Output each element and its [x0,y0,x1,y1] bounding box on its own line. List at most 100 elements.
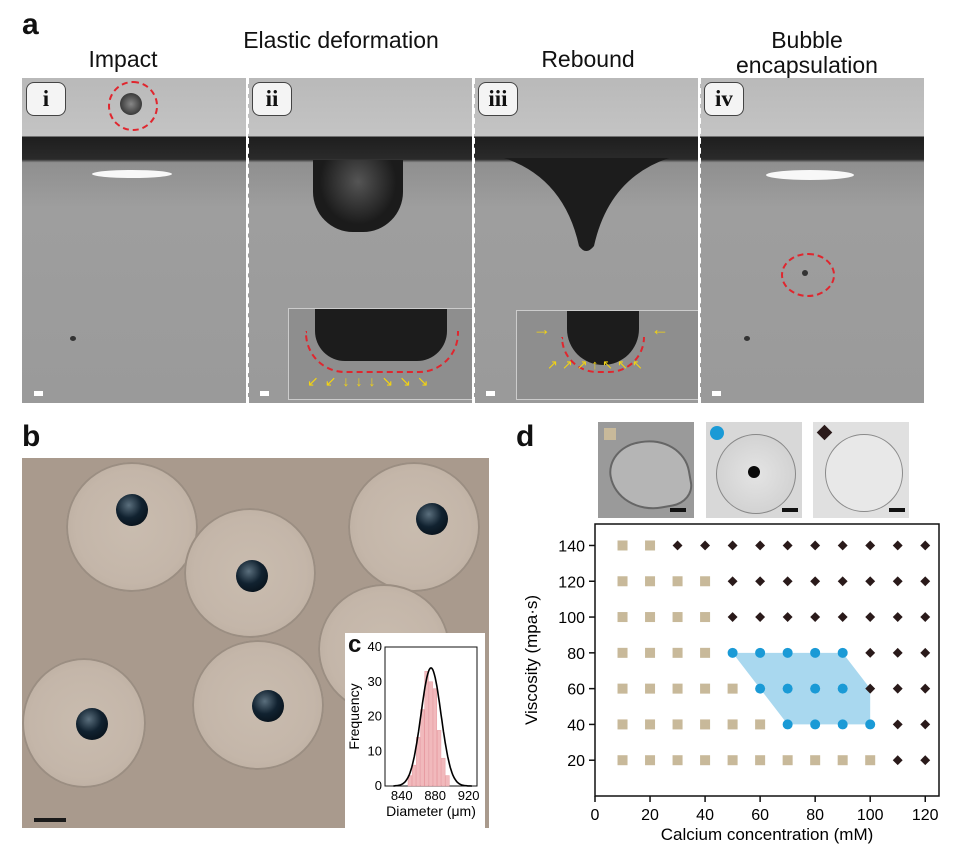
square-point [727,755,738,766]
circle-point [837,683,848,694]
square-point [617,576,628,587]
diamond-point [865,612,876,623]
histogram-bar [445,775,450,787]
rebound-cone [504,158,669,251]
diamond-point [865,576,876,587]
histogram-bar [432,688,438,787]
c-y-tick-label: 20 [368,709,382,724]
encapsulated-bubble [802,270,808,276]
bubble-core [416,503,448,535]
panel-d-letter: d [516,420,535,453]
square-point [617,647,628,658]
circle-point [837,719,848,730]
bubble-region [732,652,871,725]
square-point [727,719,738,730]
square-point [700,576,711,587]
histogram-panel: 840 880 920 0 10 20 30 40 Diameter (μm) Frequency… [345,631,485,828]
c-y-tick-label: 0 [375,778,382,793]
diamond-point [810,576,821,587]
square-point [645,719,656,730]
frame-elastic-deformation: ii ↙↙↓↓↓↘↘↘ [248,78,472,403]
diamond-point [700,540,711,551]
square-point [700,647,711,658]
square-point [810,755,821,766]
panel-b-letter: b [22,420,41,453]
thumbnail-spherical-empty [813,422,909,518]
square-point [645,647,656,658]
square-point [672,612,683,623]
diamond-point [865,683,876,694]
square-point [645,755,656,766]
c-x-tick-label: 920 [458,788,480,803]
droplet-highlight-circle [108,81,158,131]
square-point [672,683,683,694]
diamond-point [920,755,931,766]
square-point [700,755,711,766]
small-bubble [744,336,750,341]
bubble-core [252,690,284,722]
surface-reflection [92,170,172,178]
y-tick-label: 20 [567,753,585,770]
frame-4-label: iv [704,82,744,116]
histogram-bar [424,671,429,787]
square-point [672,755,683,766]
frame-divider [699,78,701,403]
diamond-point [920,540,931,551]
c-y-tick-label: 10 [368,743,382,758]
arrows-icon: ↗↗↗↑↖↖↖ [547,357,647,372]
y-axis-label: Viscosity (mpa·s) [522,595,541,725]
diamond-point [865,647,876,658]
plot-frame [594,523,940,797]
x-tick-label: 80 [806,807,824,824]
square-point [700,612,711,623]
empty-capsule [825,434,903,512]
x-tick-label: 20 [641,807,659,824]
frame-3-title: Rebound [541,46,635,72]
diamond-point [810,540,821,551]
scale-bar [670,508,686,512]
frame-2-label: ii [252,82,292,116]
diamond-point [837,576,848,587]
diamond-point [810,612,821,623]
circle-point [810,683,821,694]
frame-bubble-encapsulation: iv [700,78,924,403]
irregular-capsule [604,433,696,517]
gaussian-fit-line [393,667,472,787]
scale-bar [486,391,495,396]
capsule [348,462,480,592]
diamond-point [837,612,848,623]
diamond-point [782,612,793,623]
bubble-core [116,494,148,526]
y-tick-label: 140 [558,538,585,555]
diamond-point [892,612,903,623]
diamond-point [892,540,903,551]
x-tick-label: 40 [696,807,714,824]
square-point [755,755,766,766]
y-tick-label: 60 [567,682,585,699]
circle-point [727,647,738,658]
frame-3-label: iii [478,82,518,116]
diamond-point [920,719,931,730]
circle-point [810,647,821,658]
y-tick-label: 100 [558,610,585,627]
frame-1-label: i [26,82,66,116]
square-point [865,755,876,766]
square-marker-icon [604,428,616,440]
x-tick-label: 120 [912,807,939,824]
frame-1-title: Impact [88,46,158,72]
diamond-point [672,540,683,551]
arrow-left-icon: ← [651,319,669,339]
deformed-droplet [313,160,403,232]
scale-bar [782,508,798,512]
circle-point [782,683,793,694]
scale-bar [889,508,905,512]
diamond-point [727,576,738,587]
histogram-bar [428,681,433,787]
c-x-tick-label: 880 [424,788,446,803]
square-point [700,683,711,694]
diamond-point [892,683,903,694]
bubble-highlight-circle [781,253,835,297]
x-tick-label: 0 [591,807,600,824]
scale-bar [712,391,721,396]
circle-point [782,647,793,658]
